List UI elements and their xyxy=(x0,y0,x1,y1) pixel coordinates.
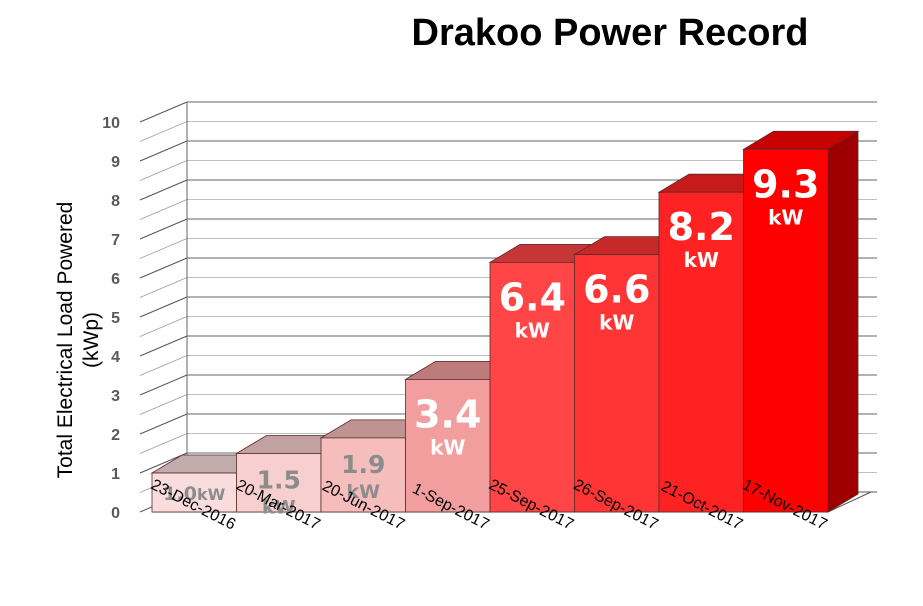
data-label-value: 3.4 xyxy=(414,392,481,436)
grid-diagonal xyxy=(139,296,188,318)
y-axis-label: Total Electrical Load Powered (kWp) xyxy=(54,202,103,479)
grid-diagonal xyxy=(139,433,188,454)
y-tick-label: 1 xyxy=(111,466,120,483)
data-label: 1.5 kW xyxy=(257,466,301,519)
floor-right-edge xyxy=(827,491,872,513)
grid-diagonal xyxy=(139,394,188,415)
y-axis-ticks: 0 1 2 3 4 5 6 7 8 9 10 xyxy=(102,115,120,522)
data-label-unit: kW xyxy=(684,248,719,272)
data-label-value: 1.9 xyxy=(341,450,385,479)
grid-diagonal xyxy=(139,160,188,181)
grid-diagonal xyxy=(139,140,188,162)
grid-diagonal xyxy=(139,316,188,337)
y-tick-label: 10 xyxy=(102,115,120,132)
data-label: 1.9 kW xyxy=(341,450,385,503)
bar-front xyxy=(658,191,744,513)
data-label-value: 1.5 xyxy=(257,466,301,495)
bar-front xyxy=(489,261,575,513)
grid-diagonal xyxy=(139,277,188,298)
grid-diagonal xyxy=(139,179,188,201)
data-label-value: 6.6 xyxy=(583,268,650,312)
grid-diagonal xyxy=(139,101,188,123)
data-label-unit: kW xyxy=(197,485,226,504)
y-tick-label: 5 xyxy=(111,310,120,327)
data-label: 1.0kW xyxy=(163,483,225,505)
y-tick-label: 8 xyxy=(111,193,120,210)
grid-diagonal xyxy=(139,257,188,279)
data-label-unit: kW xyxy=(430,435,465,459)
bar-front xyxy=(320,437,406,513)
data-label: 6.6 kW xyxy=(583,268,650,335)
data-label-unit: kW xyxy=(768,205,803,229)
y-tick-label: 2 xyxy=(111,427,120,444)
bar-front xyxy=(574,254,660,513)
data-label: 9.3 kW xyxy=(752,162,819,229)
y-tick-label: 6 xyxy=(111,271,120,288)
bar-side xyxy=(827,130,859,513)
grid-diagonal xyxy=(139,218,188,240)
data-label-value: 1.0 xyxy=(163,483,197,505)
y-axis-label-line: (kWp) xyxy=(80,312,103,368)
y-tick-label: 7 xyxy=(111,232,120,249)
bar-front xyxy=(236,453,322,513)
data-label: 3.4 kW xyxy=(414,392,481,459)
bar-front xyxy=(405,378,491,513)
y-tick-label: 4 xyxy=(111,349,120,366)
data-label-unit: kW xyxy=(346,481,380,503)
data-label-value: 6.4 xyxy=(499,275,566,319)
grid-diagonal xyxy=(139,335,188,357)
y-tick-label: 3 xyxy=(111,388,120,405)
grid-diagonal xyxy=(139,374,188,396)
data-label: 6.4 kW xyxy=(499,275,566,342)
bar-front xyxy=(743,148,829,513)
bar-front xyxy=(151,472,237,513)
chart-title: Drakoo Power Record xyxy=(412,12,809,54)
y-tick-label: 0 xyxy=(111,505,120,522)
data-label-value: 8.2 xyxy=(668,205,735,249)
data-label: 8.2 kW xyxy=(668,205,735,272)
data-label-unit: kW xyxy=(515,318,550,342)
grid-diagonal xyxy=(139,238,188,259)
y-tick-label: 9 xyxy=(111,154,120,171)
bar xyxy=(742,130,860,513)
data-label-unit: kW xyxy=(262,497,296,519)
grid-diagonal xyxy=(139,413,188,435)
y-axis-label-line: Total Electrical Load Powered xyxy=(54,202,77,479)
bars: 1.0kW 1.5 kW1.9 kW3.4 kW6.4 kW6.6 kW8.2 kW9.3 kW xyxy=(150,130,860,519)
grid-diagonal xyxy=(139,355,188,376)
grid-diagonal xyxy=(139,121,188,142)
data-label-value: 9.3 xyxy=(752,162,819,206)
grid-diagonal xyxy=(139,199,188,220)
data-label-unit: kW xyxy=(599,311,634,335)
